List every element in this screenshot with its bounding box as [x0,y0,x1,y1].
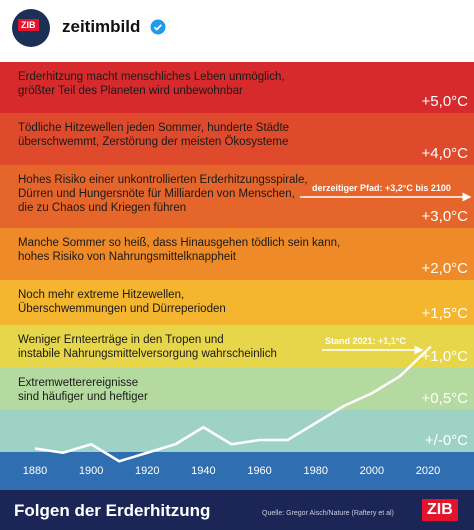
footer: Folgen der Erderhitzung Quelle: Gregor A… [0,490,474,530]
x-tick-label: 1980 [303,465,328,477]
x-tick-label: 2020 [415,465,441,477]
band-text: hohes Risiko von Nahrungsmittelknappheit [18,251,236,263]
band-label: +0,5°C [421,390,468,407]
footer-title: Folgen der Erderhitzung [14,501,211,520]
band [0,410,474,452]
band-text: Dürren und Hungersnöte für Milliarden vo… [18,188,295,200]
band-label: +2,0°C [421,260,468,277]
x-tick-label: 2000 [359,465,385,477]
band-text: die zu Chaos und Kriegen führen [18,202,187,214]
annotation: Stand 2021: +1,1°C [325,336,406,346]
band-text: Manche Sommer so heiß, dass Hinausgehen … [18,237,341,249]
band-label: +5,0°C [421,93,468,110]
temperature-line [34,345,432,463]
band-label: +1,0°C [421,348,468,365]
band-text: instabile Nahrungsmittelversorgung wahrs… [18,348,277,360]
band-text: Weniger Ernteerträge in den Tropen und [18,334,224,346]
band-text: größter Teil des Planeten wird unbewohnb… [18,85,243,97]
band [0,113,474,165]
x-tick-label: 1880 [22,465,48,477]
x-tick-label: 1940 [191,465,216,477]
band-text: Noch mehr extreme Hitzewellen, [18,289,185,301]
annotation: derzeitiger Pfad: +3,2°C bis 2100 [312,183,451,193]
band-text: Hohes Risiko einer unkontrollierten Erde… [18,174,308,186]
band-text: Erderhitzung macht menschliches Leben un… [18,71,285,83]
footer-source: Quelle: Gregor Aisch/Nature (Raftery et … [262,510,394,517]
band-label: +/-0°C [424,432,468,449]
band [0,280,474,325]
account-name[interactable]: zeitimbild [62,17,141,36]
avatar[interactable]: ZIB [12,9,50,47]
band-text: sind häufiger und heftiger [18,391,148,403]
band [0,368,474,410]
band [0,325,474,368]
band-text: Tödliche Hitzewellen jeden Sommer, hunde… [18,122,290,134]
x-tick-label: 1920 [135,465,160,477]
band [0,62,474,113]
band-text: Überschwemmungen und Dürreperioden [18,303,226,315]
x-tick-label: 1960 [247,465,272,477]
band-label: +3,0°C [421,208,468,225]
x-axis [0,452,474,490]
verified-badge [150,19,166,35]
band-label: +1,5°C [421,305,468,322]
footer-logo: ZIB [422,499,458,521]
band-text: Extremwetterereignisse [18,377,139,389]
band-label: +4,0°C [421,145,468,162]
avatar-logo: ZIB [18,19,39,31]
band-text: überschwemmt, Zerstörung der meisten Öko… [18,136,289,148]
x-tick-label: 1900 [78,465,104,477]
band [0,228,474,280]
